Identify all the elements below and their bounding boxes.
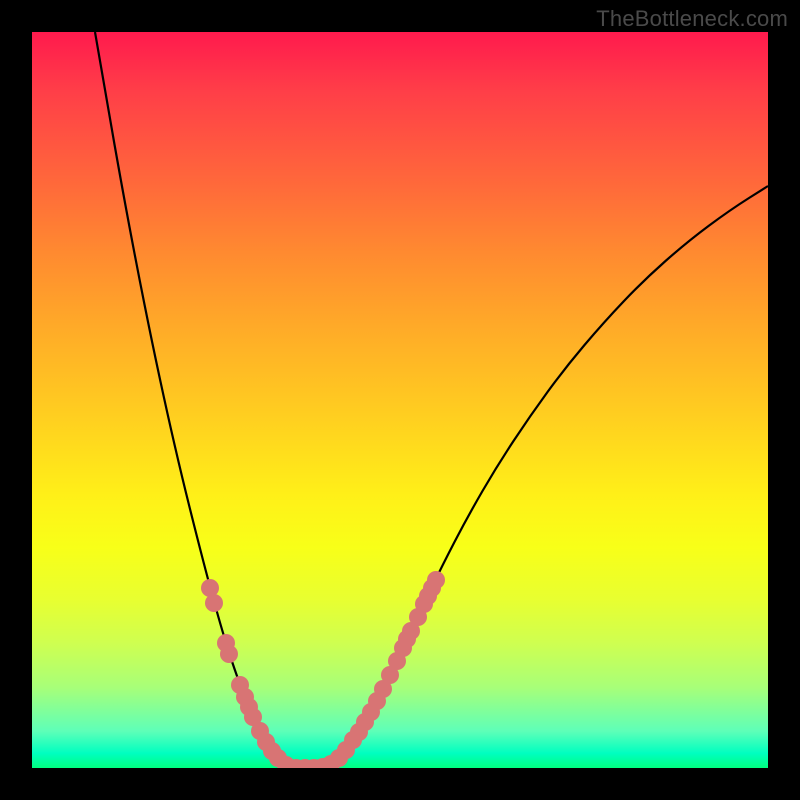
plot-area — [32, 32, 768, 768]
bottleneck-curve — [95, 32, 768, 768]
curve-layer — [32, 32, 768, 768]
data-dot — [220, 645, 238, 663]
data-dot — [205, 594, 223, 612]
data-dot — [427, 571, 445, 589]
chart-root: TheBottleneck.com — [0, 0, 800, 800]
data-dots — [201, 571, 445, 768]
watermark-text: TheBottleneck.com — [596, 6, 788, 32]
